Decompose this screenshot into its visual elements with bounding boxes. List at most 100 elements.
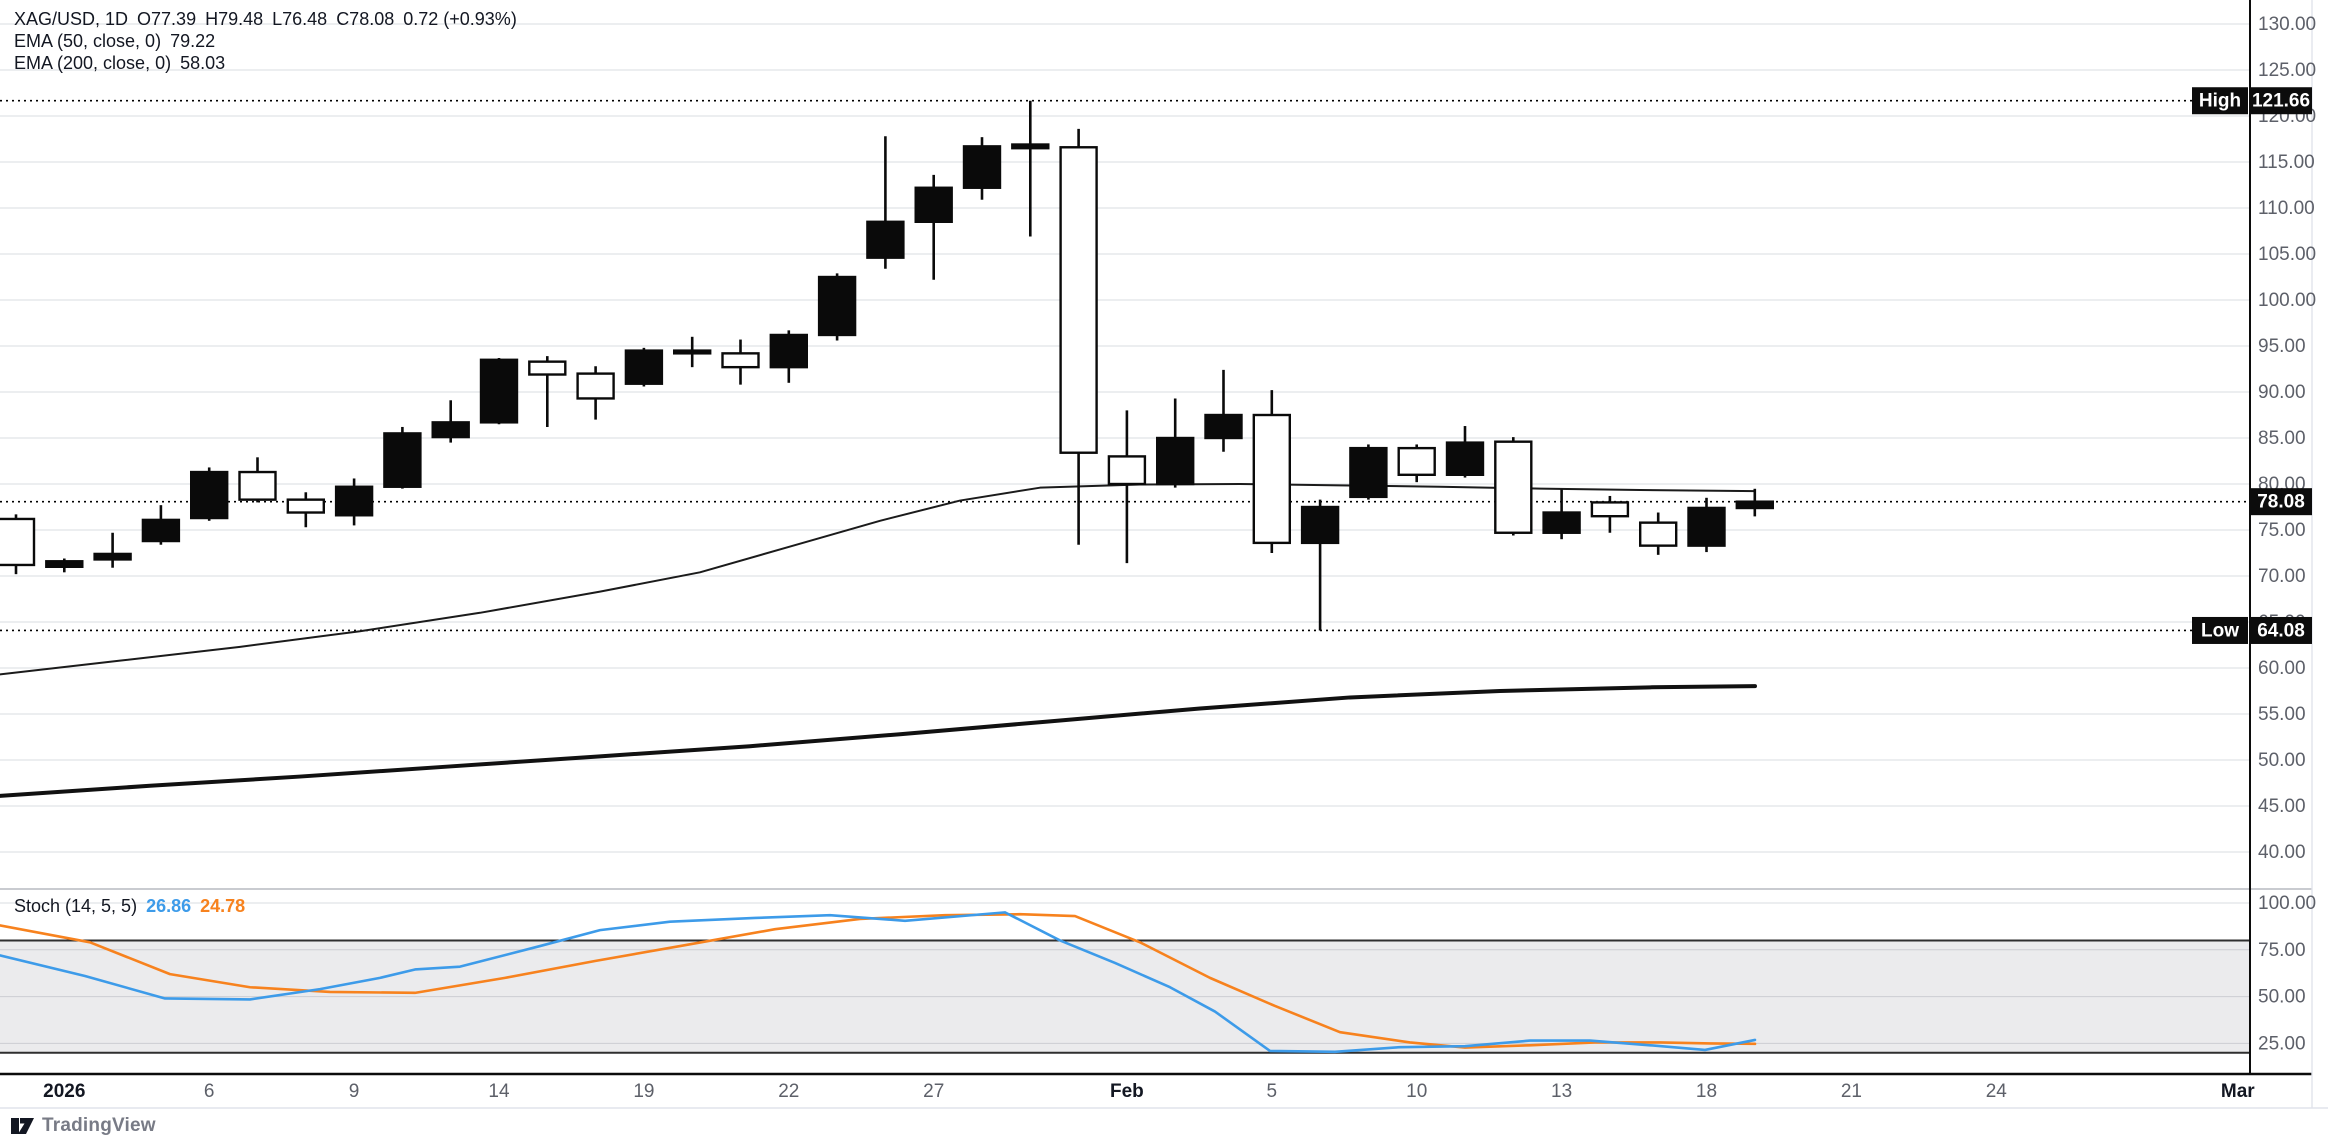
candle[interactable] [624, 347, 664, 387]
candle[interactable] [1107, 410, 1147, 564]
svg-text:130.00: 130.00 [2258, 14, 2316, 35]
candle[interactable] [1155, 398, 1195, 488]
svg-text:85.00: 85.00 [2258, 428, 2306, 449]
svg-text:110.00: 110.00 [2258, 198, 2315, 219]
ema200-legend-row[interactable]: EMA (200, close, 0) 58.03 [14, 52, 526, 74]
candles[interactable] [0, 100, 1775, 631]
last-price-value-tag: 78.08 [2251, 488, 2312, 516]
candle[interactable] [528, 356, 567, 427]
ema50-legend-row[interactable]: EMA (50, close, 0) 79.22 [14, 30, 526, 52]
svg-text:100.00: 100.00 [2258, 290, 2316, 311]
svg-text:21: 21 [1841, 1081, 1862, 1102]
svg-text:25.00: 25.00 [2258, 1033, 2306, 1054]
candle[interactable] [1687, 497, 1726, 553]
candle[interactable] [383, 426, 422, 489]
svg-text:24: 24 [1986, 1081, 2008, 1102]
candle[interactable] [1252, 390, 1292, 553]
candle[interactable] [93, 532, 132, 568]
symbol-ohlc-row: XAG/USD, 1D O77.39 H79.48 L76.48 C78.08 0.72 … [14, 8, 526, 30]
svg-text:95.00: 95.00 [2258, 336, 2306, 357]
candle[interactable] [286, 492, 325, 528]
low-value-tag: 64.08 [2251, 616, 2312, 644]
candle[interactable] [141, 505, 181, 545]
candle[interactable] [1638, 512, 1678, 555]
price-tag-boxes: High 121.66 78.08 Low 64.08 [2192, 87, 2312, 644]
candle[interactable] [1300, 499, 1340, 631]
stoch-gridlines [0, 902, 2250, 1044]
svg-text:13: 13 [1551, 1081, 1572, 1102]
candle[interactable] [431, 400, 470, 443]
price-gridlines [0, 23, 2250, 853]
symbol-legend[interactable]: XAG/USD, 1D O77.39 H79.48 L76.48 C78.08 0.72 … [14, 8, 526, 74]
candle[interactable] [721, 339, 760, 385]
candle[interactable] [817, 273, 857, 341]
candle[interactable] [0, 514, 36, 575]
svg-text:10: 10 [1406, 1081, 1427, 1102]
stoch-label: Stoch (14, 5, 5) [14, 896, 138, 916]
candle[interactable] [1397, 444, 1436, 483]
svg-text:90.00: 90.00 [2258, 382, 2306, 403]
candle[interactable] [1494, 437, 1533, 536]
candle[interactable] [45, 558, 84, 573]
svg-text:70.00: 70.00 [2258, 566, 2306, 587]
svg-text:High: High [2199, 91, 2241, 112]
tradingview-watermark[interactable]: TradingView [10, 1114, 156, 1138]
ohlc-high: H79.48 [205, 9, 264, 29]
stoch-k-line [0, 911, 1757, 1054]
candle[interactable] [1735, 488, 1775, 517]
svg-text:55.00: 55.00 [2258, 704, 2306, 725]
candle[interactable] [769, 330, 808, 383]
svg-text:Mar: Mar [2221, 1081, 2255, 1102]
svg-text:5: 5 [1267, 1081, 1278, 1102]
svg-text:6: 6 [204, 1081, 215, 1102]
svg-text:100.00: 100.00 [2258, 893, 2316, 914]
candle[interactable] [238, 457, 277, 503]
stoch-k-value: 26.86 [146, 896, 192, 916]
svg-text:Low: Low [2201, 620, 2239, 641]
candle[interactable] [962, 137, 1002, 200]
candle[interactable] [576, 366, 615, 420]
candle[interactable] [479, 357, 519, 425]
svg-text:19: 19 [633, 1081, 654, 1102]
svg-text:27: 27 [923, 1081, 944, 1102]
candle[interactable] [189, 467, 229, 521]
candle[interactable] [1590, 495, 1630, 533]
stoch-legend[interactable]: Stoch (14, 5, 5) 26.86 24.78 [14, 896, 254, 917]
candle[interactable] [914, 174, 953, 280]
candle[interactable] [1059, 128, 1098, 545]
ema50-value: 79.22 [170, 31, 216, 51]
svg-text:64.08: 64.08 [2257, 620, 2305, 641]
stoch-d-value: 24.78 [200, 896, 246, 916]
candle[interactable] [673, 336, 712, 368]
symbol-title[interactable]: XAG/USD, 1D [14, 9, 129, 29]
candle[interactable] [1011, 100, 1050, 237]
candle[interactable] [1445, 426, 1485, 478]
svg-text:2026: 2026 [43, 1081, 85, 1102]
svg-text:75.00: 75.00 [2258, 520, 2306, 541]
svg-text:45.00: 45.00 [2258, 796, 2306, 817]
svg-text:78.08: 78.08 [2257, 492, 2305, 513]
candle[interactable] [1349, 444, 1388, 500]
svg-text:18: 18 [1696, 1081, 1717, 1102]
stoch-band-fill [0, 940, 2250, 1053]
ohlc-low: L76.48 [272, 9, 328, 29]
price-axis-labels[interactable]: 130.00125.00120.00115.00110.00105.00100.… [2258, 14, 2316, 1054]
candle[interactable] [1204, 369, 1243, 452]
tradingview-logo-icon [11, 1118, 34, 1134]
svg-text:105.00: 105.00 [2258, 244, 2316, 265]
ema50-line [0, 483, 1756, 676]
candle[interactable] [1542, 489, 1581, 540]
stoch-band-lines [0, 939, 2250, 1054]
candle[interactable] [866, 136, 905, 269]
ohlc-change: 0.72 (+0.93%) [403, 9, 517, 29]
svg-text:40.00: 40.00 [2258, 842, 2306, 863]
svg-text:22: 22 [778, 1081, 799, 1102]
time-axis-labels[interactable]: 2026 6 9 14 19 22 27 Feb 5 10 13 18 21 24 Mar [43, 1081, 2255, 1102]
svg-text:60.00: 60.00 [2258, 658, 2306, 679]
high-value-tag: 121.66 [2251, 87, 2312, 115]
svg-text:9: 9 [349, 1081, 360, 1102]
candle[interactable] [334, 478, 374, 526]
low-word-tag: Low [2192, 616, 2248, 644]
